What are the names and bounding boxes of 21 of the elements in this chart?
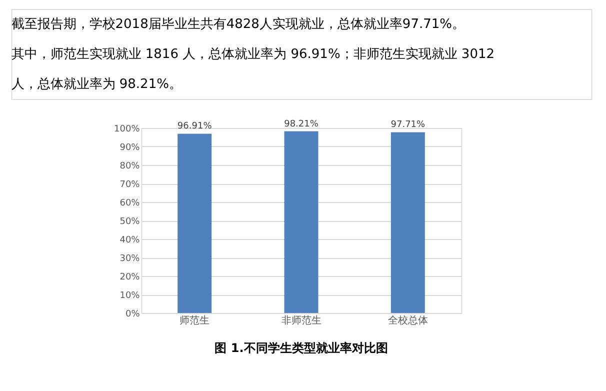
y-tick-label: 50% (120, 217, 140, 227)
y-tick-label: 10% (120, 291, 140, 301)
y-tick-label: 30% (120, 254, 140, 264)
y-tick-label: 100% (114, 124, 140, 134)
y-tick-label: 0% (125, 310, 140, 320)
y-tick-label: 80% (120, 162, 140, 172)
data-label: 98.21% (284, 119, 319, 130)
text: 图 1.不同学生类型就业率对比图 (214, 341, 388, 355)
y-tick-label: 70% (120, 180, 140, 190)
data-label: 97.71% (390, 120, 426, 130)
y-tick-label: 90% (120, 143, 140, 153)
y-tick-label: 40% (120, 236, 140, 246)
text: 截至报告期，学校2018届毕业生共有4828人实现就业，总体就业率97.71%。 (11, 16, 465, 32)
y-tick-label: 60% (120, 198, 140, 208)
text: 人，总体就业率为 98.21%。 (11, 76, 182, 92)
x-tick-label: 非师范生 (281, 314, 322, 326)
x-tick-label: 全校总体 (388, 314, 428, 326)
y-tick-label: 20% (120, 272, 140, 282)
text: 其中，师范生实现就业 1816 人，总体就业率为 96.91%；非师范生实现就业 3012 (11, 46, 495, 62)
data-label: 96.91% (177, 122, 212, 132)
x-tick-label: 师范生 (180, 314, 210, 326)
